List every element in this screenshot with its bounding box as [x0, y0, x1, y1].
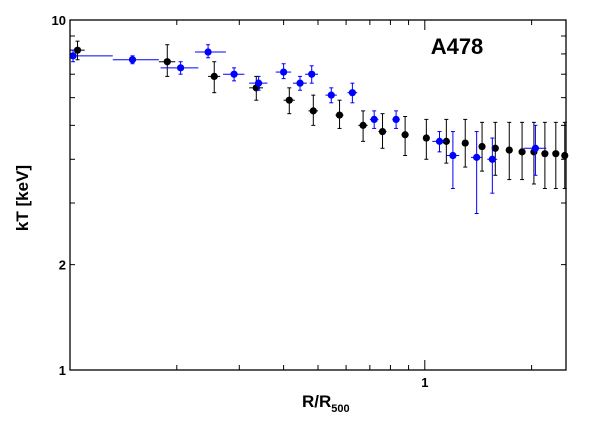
series-0-point-10 — [422, 134, 430, 142]
y-tick-label-0: 1 — [59, 363, 66, 378]
y-axis-label: kT [keV] — [13, 165, 32, 231]
series-0-point-4 — [285, 96, 293, 104]
x-axis-label-main: R/R — [302, 392, 331, 411]
series-1-point-10 — [348, 89, 356, 97]
series-1-point-4 — [230, 70, 238, 78]
series-0-point-13 — [478, 142, 486, 151]
tick-labels: 1 1 2 10 — [52, 13, 429, 390]
x-axis-label-subscript: 500 — [331, 403, 349, 415]
series-1-point-1 — [128, 56, 137, 64]
series-1-point-3 — [204, 48, 212, 56]
series-1-point-12 — [392, 115, 400, 123]
series-1-point-17 — [531, 144, 540, 152]
series-1-point-9 — [327, 91, 335, 99]
series-0-point-0 — [73, 46, 82, 54]
series-1-point-2 — [177, 64, 185, 72]
series-0-point-9 — [401, 131, 409, 139]
y-tick-label-1: 2 — [59, 258, 66, 273]
series-1-point-8 — [308, 70, 316, 78]
series-0-point-2 — [210, 72, 218, 81]
series-1-point-7 — [296, 79, 304, 87]
series-1-point-14 — [449, 151, 457, 160]
series-0-point-19 — [552, 150, 560, 158]
x-tick-label-0: 1 — [421, 375, 428, 390]
series-0-point-18 — [541, 150, 549, 158]
x-axis-label: R/R500 — [302, 392, 350, 415]
series-0-point-16 — [518, 148, 526, 156]
series-0-point-12 — [461, 139, 469, 147]
series-1-point-16 — [488, 155, 496, 163]
data-series — [69, 40, 569, 214]
series-1-point-6 — [280, 68, 288, 76]
series-1-point-5 — [254, 79, 263, 87]
series-0-point-15 — [505, 146, 513, 154]
series-0-point-7 — [359, 121, 367, 129]
annotation-label: A478 — [431, 34, 484, 59]
series-0-point-14 — [491, 144, 499, 152]
series-0 — [70, 40, 569, 190]
series-0-point-6 — [335, 111, 344, 119]
series-1-point-11 — [370, 115, 378, 123]
series-0-point-20 — [561, 151, 569, 160]
series-1-point-0 — [69, 52, 77, 60]
series-1-point-13 — [435, 137, 444, 145]
series-0-point-1 — [163, 58, 171, 66]
series-1-point-15 — [473, 153, 481, 161]
axis-ticks — [69, 19, 566, 371]
series-0-point-5 — [309, 107, 317, 115]
series-0-point-8 — [378, 127, 387, 136]
series-1 — [69, 44, 547, 214]
y-tick-label-2: 10 — [52, 13, 66, 28]
plot-frame — [69, 19, 567, 371]
